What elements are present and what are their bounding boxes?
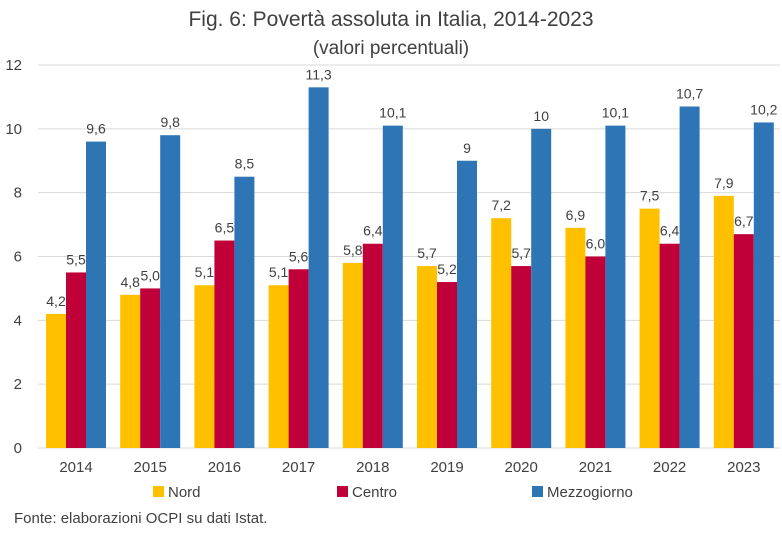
y-tick-label: 2: [14, 376, 22, 393]
y-tick-label: 4: [14, 312, 22, 329]
data-label: 6,4: [363, 223, 383, 239]
bar: [66, 272, 86, 448]
data-label: 7,9: [714, 175, 734, 191]
y-tick-label: 10: [5, 121, 22, 138]
bar: [531, 128, 552, 449]
y-tick-label: 8: [14, 185, 22, 202]
data-label: 8,5: [235, 156, 255, 172]
legend-label: Centro: [352, 484, 397, 501]
data-label: 4,8: [120, 274, 140, 290]
data-label: 11,3: [305, 66, 331, 82]
data-label: 5,1: [269, 264, 289, 280]
bar: [46, 313, 66, 448]
x-tick-label: 2015: [134, 459, 167, 476]
data-label: 5,5: [66, 251, 86, 267]
x-tick-label: 2021: [579, 459, 612, 476]
bar: [288, 269, 309, 448]
data-label: 9,8: [160, 114, 180, 130]
data-label: 10,2: [750, 101, 777, 117]
data-label: 6,7: [734, 213, 754, 229]
data-label: 5,6: [289, 248, 309, 264]
bar: [140, 288, 161, 448]
data-label: 4,2: [46, 293, 66, 309]
data-label: 6,5: [215, 220, 235, 236]
x-tick-label: 2017: [282, 459, 315, 476]
legend-swatch: [337, 486, 348, 497]
bar: [160, 135, 181, 448]
data-label: 6,4: [660, 223, 680, 239]
bar: [417, 266, 437, 448]
data-label: 7,5: [640, 188, 660, 204]
y-tick-label: 6: [14, 249, 22, 266]
data-label: 5,1: [195, 264, 215, 280]
bar: [457, 160, 477, 448]
bar: [268, 285, 289, 448]
data-label: 10,1: [602, 105, 629, 121]
y-tick-label: 12: [5, 57, 22, 74]
legend-label: Mezzogiorno: [547, 484, 633, 501]
bar: [382, 125, 403, 449]
legend-swatch: [532, 486, 543, 497]
bar: [585, 256, 606, 448]
legend-label: Nord: [168, 484, 201, 501]
data-label: 7,2: [491, 197, 511, 213]
bar: [86, 141, 106, 448]
y-tick-label: 0: [14, 440, 22, 457]
x-tick-label: 2018: [356, 459, 389, 476]
bar: [753, 122, 774, 448]
data-label: 5,2: [437, 261, 457, 277]
data-label: 5,8: [343, 242, 363, 258]
data-label: 6,9: [566, 207, 586, 223]
bar: [679, 106, 700, 448]
x-tick-label: 2016: [208, 459, 241, 476]
bar: [194, 285, 215, 448]
bar: [362, 243, 383, 448]
x-tick-label: 2023: [727, 459, 760, 476]
bar: [342, 262, 363, 448]
x-tick-label: 2020: [505, 459, 538, 476]
bar: [733, 234, 754, 448]
chart-subtitle: (valori percentuali): [312, 38, 470, 59]
bar: [659, 243, 680, 448]
chart-title: Fig. 6: Povertà assoluta in Italia, 2014…: [188, 8, 594, 31]
data-label: 9,6: [86, 121, 106, 137]
data-label: 5,7: [417, 245, 437, 261]
bar: [605, 125, 626, 449]
data-label: 5,0: [140, 267, 160, 283]
legend-swatch: [153, 486, 164, 497]
bar: [120, 294, 141, 448]
source-note: Fonte: elaborazioni OCPI su dati Istat.: [14, 510, 268, 527]
bar: [713, 195, 734, 448]
x-tick-label: 2022: [653, 459, 686, 476]
data-label: 10,1: [379, 105, 406, 121]
data-label: 10: [533, 108, 549, 124]
x-tick-label: 2019: [430, 459, 463, 476]
bar: [308, 87, 329, 448]
bar: [234, 176, 255, 449]
data-label: 6,0: [586, 236, 606, 252]
data-label: 9: [463, 140, 471, 156]
data-label: 5,7: [511, 245, 531, 261]
bar: [511, 266, 532, 448]
data-label: 10,7: [676, 85, 703, 101]
bar: [491, 218, 512, 448]
bar: [639, 208, 660, 448]
bar: [565, 227, 586, 448]
bar: [214, 240, 235, 448]
bar: [437, 282, 457, 448]
x-tick-label: 2014: [59, 459, 92, 476]
